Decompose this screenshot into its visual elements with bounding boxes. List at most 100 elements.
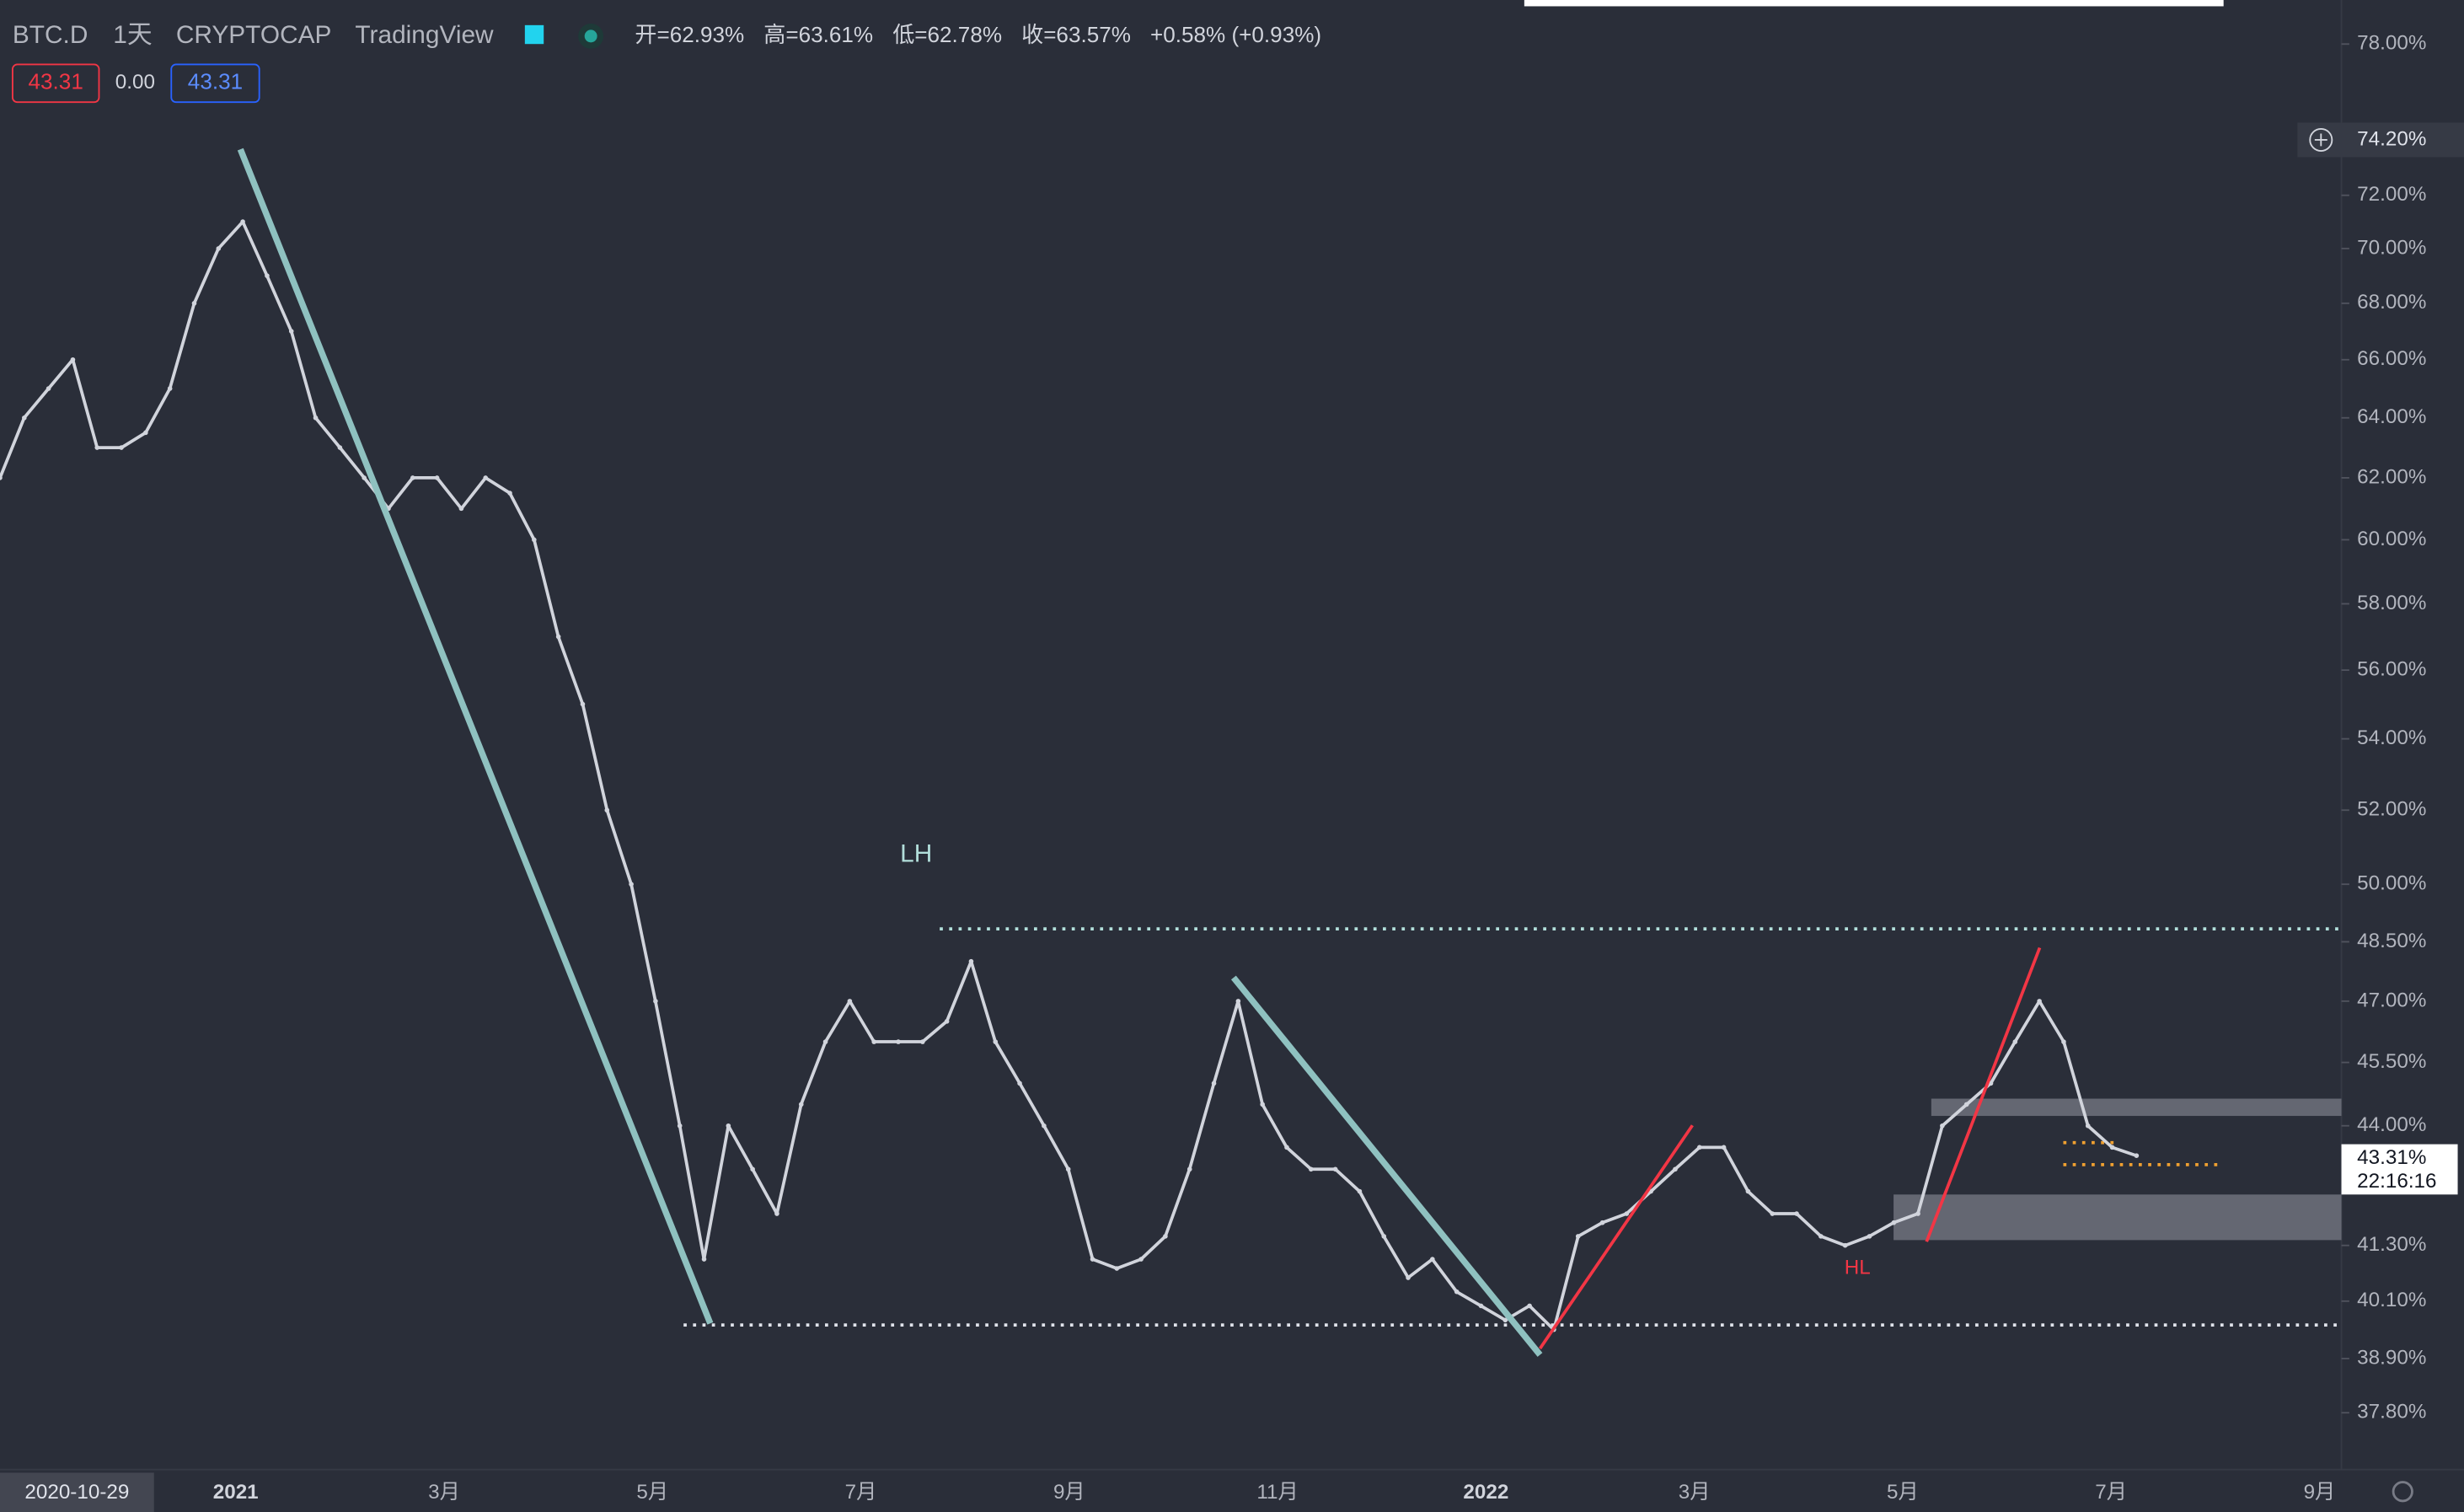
price-point xyxy=(1963,1102,1969,1107)
price-point xyxy=(240,219,245,224)
price-point xyxy=(434,475,440,480)
price-point xyxy=(313,415,319,421)
y-tick-label: 64.00% xyxy=(2357,405,2426,428)
x-tick-label: 3月 xyxy=(1679,1481,1711,1504)
x-tick-label: 9月 xyxy=(1053,1481,1085,1504)
input-value: 43.31 xyxy=(29,69,83,94)
price-point xyxy=(653,999,658,1004)
ohlc-change: +0.58% (+0.93%) xyxy=(1150,22,1321,47)
price-point xyxy=(70,357,76,362)
price-point xyxy=(896,1039,901,1044)
price-point xyxy=(1527,1303,1532,1309)
interval[interactable]: 1天 xyxy=(113,21,152,49)
countdown: 22:16:16 xyxy=(2357,1170,2436,1193)
x-tick-label: 5月 xyxy=(636,1481,668,1504)
price-point xyxy=(920,1039,925,1044)
y-tick-label: 60.00% xyxy=(2357,528,2426,550)
price-point xyxy=(1042,1123,1047,1129)
price-point xyxy=(1891,1220,1897,1225)
x-tick-label: 11月 xyxy=(1256,1481,1298,1504)
price-point xyxy=(555,634,561,640)
y-tick-label: 45.50% xyxy=(2357,1050,2426,1073)
price-point xyxy=(701,1257,707,1262)
price-point xyxy=(822,1039,828,1044)
y-tick-label: 72.00% xyxy=(2357,183,2426,206)
ohlc-low: 低=62.78% xyxy=(892,22,1002,47)
price-point xyxy=(993,1039,999,1044)
price-point xyxy=(1065,1166,1071,1172)
price-point xyxy=(1454,1289,1460,1295)
price-point xyxy=(1940,1123,1945,1129)
price-point xyxy=(507,491,512,496)
x-tick-label: 9月 xyxy=(2304,1481,2336,1504)
x-tick-label: 5月 xyxy=(1887,1481,1919,1504)
price-point xyxy=(1915,1211,1920,1216)
ohlc-high: 高=63.61% xyxy=(763,22,873,47)
price-point xyxy=(1503,1317,1508,1323)
price-point xyxy=(265,273,270,278)
price-point xyxy=(1478,1303,1484,1309)
popup-edge xyxy=(1524,0,2224,7)
add-icon-plus xyxy=(2314,133,2327,147)
price-point xyxy=(604,807,610,813)
input-value: 0.00 xyxy=(115,71,155,94)
price-point xyxy=(1017,1080,1022,1086)
trend-line xyxy=(1538,1124,1694,1350)
zone xyxy=(1894,1194,2342,1241)
y-tick-label: 50.00% xyxy=(2357,872,2426,895)
add-icon[interactable] xyxy=(2309,127,2333,152)
price-point xyxy=(677,1123,683,1129)
flag-icon[interactable] xyxy=(524,24,544,45)
price-point xyxy=(288,329,294,334)
price-point xyxy=(1794,1211,1799,1216)
start-date: 2020-10-29 xyxy=(24,1481,129,1504)
status-dot xyxy=(584,29,597,43)
y-tick-label: 52.00% xyxy=(2357,798,2426,821)
y-tick-label: 48.50% xyxy=(2357,930,2426,952)
last-price: 43.31% xyxy=(2357,1146,2426,1169)
x-tick-label: 7月 xyxy=(845,1481,877,1504)
price-point xyxy=(1211,1080,1217,1086)
price-point xyxy=(46,386,51,391)
symbol[interactable]: BTC.D xyxy=(13,21,88,49)
price-point xyxy=(2037,999,2042,1004)
crosshair-label: 74.20% xyxy=(2357,127,2426,150)
price-point xyxy=(1186,1166,1192,1172)
price-point xyxy=(337,445,343,450)
price-point xyxy=(0,475,3,480)
price-point xyxy=(1867,1234,1872,1239)
zone xyxy=(1931,1098,2342,1117)
price-point xyxy=(1260,1102,1265,1107)
price-point xyxy=(580,701,586,707)
price-point xyxy=(2134,1153,2140,1158)
x-tick-label: 2022 xyxy=(1463,1481,1508,1504)
price-point xyxy=(1235,999,1241,1004)
price-point xyxy=(94,445,100,450)
price-point xyxy=(1114,1266,1120,1271)
plot xyxy=(0,219,2140,1332)
input-box[interactable] xyxy=(11,63,100,104)
y-tick-label: 66.00% xyxy=(2357,347,2426,370)
price-point xyxy=(458,506,464,512)
price-point xyxy=(1599,1220,1605,1225)
price-point xyxy=(1163,1234,1168,1239)
price-point xyxy=(2061,1039,2066,1044)
y-tick-label: 70.00% xyxy=(2357,236,2426,259)
input-box[interactable] xyxy=(170,63,260,104)
y-tick-label: 58.00% xyxy=(2357,592,2426,614)
y-tick-label: 38.90% xyxy=(2357,1346,2426,1369)
y-tick-label: 40.10% xyxy=(2357,1289,2426,1311)
ohlc-close: 收=63.57% xyxy=(1021,22,1131,47)
price-point xyxy=(774,1211,779,1216)
price-point xyxy=(1381,1234,1387,1239)
last-price-box xyxy=(2341,1144,2458,1195)
price-point xyxy=(1406,1275,1411,1280)
price-point xyxy=(362,475,367,480)
price-point xyxy=(1624,1211,1630,1216)
y-tick-label: 78.00% xyxy=(2357,32,2426,55)
x-tick-label: 2021 xyxy=(213,1481,259,1504)
price-point xyxy=(1575,1234,1581,1239)
settings-icon[interactable] xyxy=(2392,1481,2413,1503)
